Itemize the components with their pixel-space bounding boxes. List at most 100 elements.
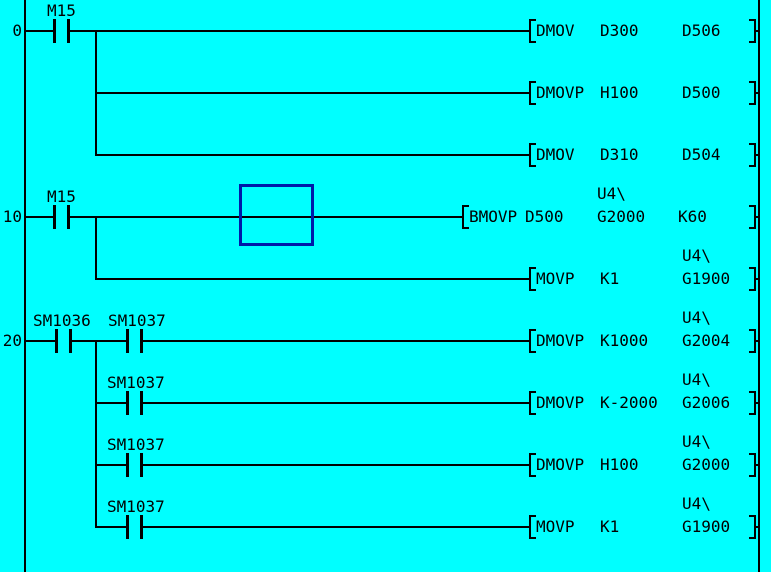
- wire-h: [756, 278, 760, 280]
- operand-prefix: U4\: [597, 184, 626, 203]
- wire-h: [96, 278, 529, 280]
- contact-label: M15: [47, 187, 76, 206]
- wire-h: [96, 154, 529, 156]
- operand: H100: [600, 83, 639, 102]
- open-bracket-icon: [462, 205, 469, 229]
- no-contact-sm1037[interactable]: [126, 391, 143, 415]
- no-contact-sm1037[interactable]: [126, 329, 143, 353]
- open-bracket-icon: [529, 19, 536, 43]
- wire-h: [143, 402, 529, 404]
- no-contact-m15[interactable]: [53, 205, 70, 229]
- no-contact-sm1036[interactable]: [55, 329, 72, 353]
- contact-bar: [126, 453, 129, 477]
- contact-label: M15: [47, 1, 76, 20]
- wire-h: [96, 526, 126, 528]
- wire-branch-v: [95, 340, 97, 528]
- close-bracket-icon: [749, 143, 756, 167]
- mnemonic: DMOVP: [536, 83, 585, 102]
- contact-label: SM1036: [33, 311, 91, 330]
- no-contact-sm1037[interactable]: [126, 515, 143, 539]
- operand: G2000: [682, 455, 731, 474]
- wire-h: [72, 340, 126, 342]
- operand: G1900: [682, 269, 731, 288]
- contact-bar: [67, 205, 70, 229]
- operand-prefix: U4\: [682, 246, 711, 265]
- operand: D500: [525, 207, 564, 226]
- wire-h: [756, 464, 760, 466]
- open-bracket-icon: [529, 329, 536, 353]
- step-number-20: 20: [2, 331, 22, 350]
- operand: G2004: [682, 331, 731, 350]
- no-contact-m15[interactable]: [53, 19, 70, 43]
- step-number-10: 10: [2, 207, 22, 226]
- wire-h: [143, 464, 529, 466]
- close-bracket-icon: [749, 205, 756, 229]
- wire-h: [25, 30, 53, 32]
- wire-h: [25, 340, 55, 342]
- mnemonic: DMOVP: [536, 393, 585, 412]
- wire-h: [70, 216, 462, 218]
- close-bracket-icon: [749, 515, 756, 539]
- contact-bar: [126, 515, 129, 539]
- wire-h: [96, 464, 126, 466]
- contact-label: SM1037: [107, 373, 165, 392]
- operand-prefix: U4\: [682, 370, 711, 389]
- wire-h: [70, 30, 529, 32]
- contact-label: SM1037: [107, 435, 165, 454]
- open-bracket-icon: [529, 267, 536, 291]
- operand: D300: [600, 21, 639, 40]
- operand: D504: [682, 145, 721, 164]
- contact-bar: [140, 515, 143, 539]
- right-power-rail: [758, 0, 760, 572]
- close-bracket-icon: [749, 81, 756, 105]
- mnemonic: MOVP: [536, 269, 575, 288]
- operand: H100: [600, 455, 639, 474]
- operand-prefix: U4\: [682, 308, 711, 327]
- contact-bar: [55, 329, 58, 353]
- operand: G2006: [682, 393, 731, 412]
- operand: G1900: [682, 517, 731, 536]
- step-number-0: 0: [12, 21, 22, 40]
- mnemonic: DMOV: [536, 21, 575, 40]
- contact-bar: [53, 205, 56, 229]
- operand-prefix: U4\: [682, 494, 711, 513]
- operand-prefix: U4\: [682, 432, 711, 451]
- no-contact-sm1037[interactable]: [126, 453, 143, 477]
- close-bracket-icon: [749, 267, 756, 291]
- contact-bar: [140, 453, 143, 477]
- wire-h: [756, 402, 760, 404]
- wire-h: [756, 340, 760, 342]
- wire-h: [756, 30, 760, 32]
- operand: D310: [600, 145, 639, 164]
- contact-bar: [140, 391, 143, 415]
- open-bracket-icon: [529, 515, 536, 539]
- mnemonic: DMOV: [536, 145, 575, 164]
- contact-bar: [53, 19, 56, 43]
- wire-h: [96, 402, 126, 404]
- close-bracket-icon: [749, 329, 756, 353]
- wire-h: [756, 154, 760, 156]
- open-bracket-icon: [529, 391, 536, 415]
- contact-bar: [126, 391, 129, 415]
- operand: K1: [600, 517, 620, 536]
- operand: D500: [682, 83, 721, 102]
- selection-cursor[interactable]: [239, 184, 314, 246]
- contact-bar: [69, 329, 72, 353]
- mnemonic: BMOVP: [469, 207, 518, 226]
- wire-h: [143, 526, 529, 528]
- operand: D506: [682, 21, 721, 40]
- close-bracket-icon: [749, 453, 756, 477]
- open-bracket-icon: [529, 143, 536, 167]
- wire-h: [25, 216, 53, 218]
- mnemonic: DMOVP: [536, 455, 585, 474]
- operand: K1: [600, 269, 620, 288]
- operand: G2000: [597, 207, 646, 226]
- wire-h: [143, 340, 529, 342]
- operand: K-2000: [600, 393, 658, 412]
- wire-branch-v: [95, 30, 97, 156]
- left-power-rail: [24, 0, 26, 572]
- close-bracket-icon: [749, 391, 756, 415]
- operand: K1000: [600, 331, 649, 350]
- close-bracket-icon: [749, 19, 756, 43]
